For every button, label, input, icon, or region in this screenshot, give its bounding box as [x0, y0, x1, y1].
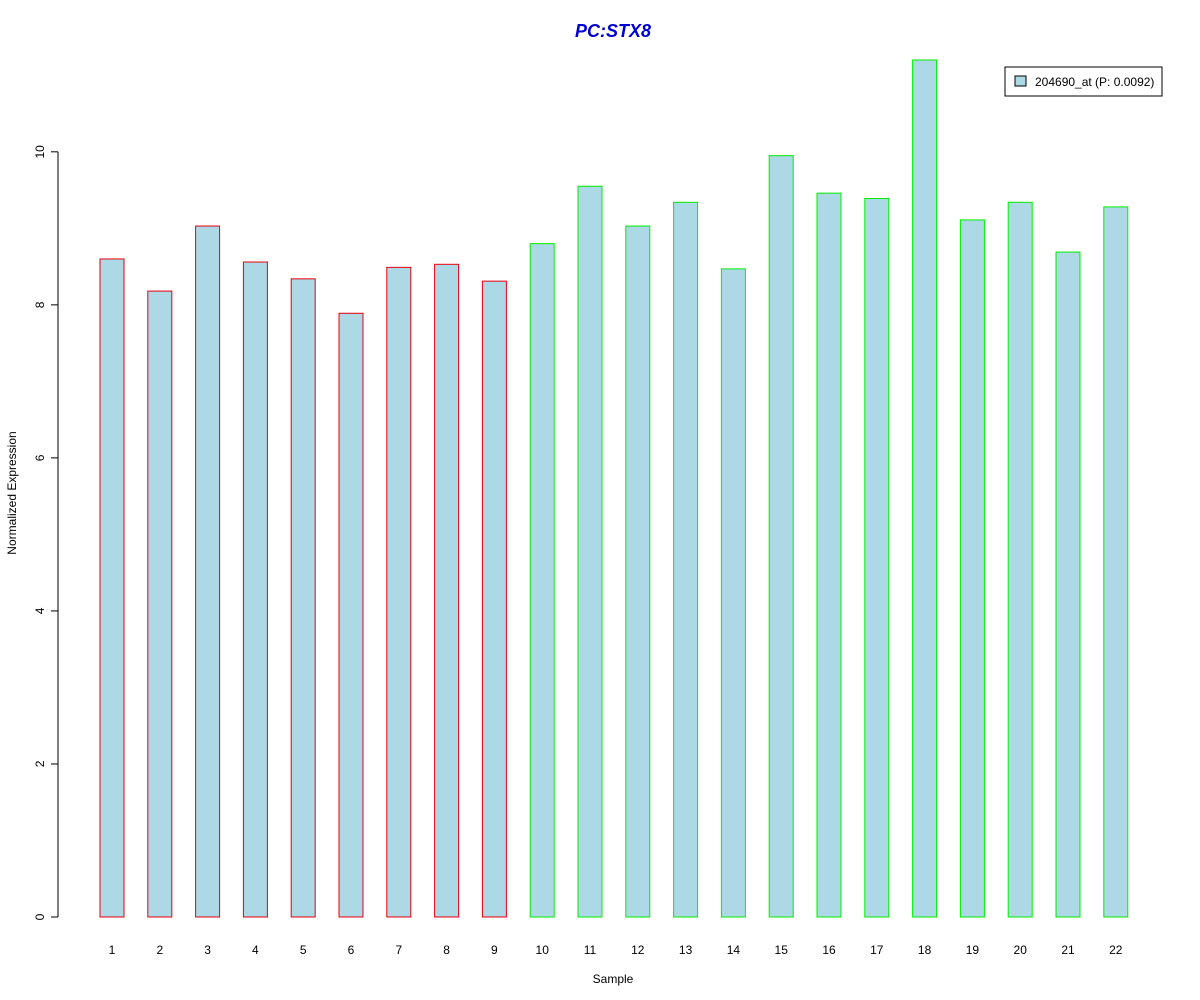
bar-sample-21 [1055, 251, 1081, 918]
bar-sample-5 [290, 278, 316, 918]
bar-sample-2 [147, 290, 173, 918]
bar-sample-12 [625, 225, 651, 918]
bar-sample-22 [1103, 206, 1129, 918]
legend: 204690_at (P: 0.0092) [1004, 66, 1163, 97]
y-tick-label: 8 [33, 301, 47, 308]
y-tick-label: 4 [33, 607, 47, 614]
x-tick-label: 20 [1014, 943, 1028, 957]
x-tick-label: 2 [156, 943, 163, 957]
x-tick-label: 13 [679, 943, 693, 957]
bar-sample-11 [577, 185, 603, 918]
x-tick-label: 9 [491, 943, 498, 957]
bars [99, 59, 1129, 918]
x-tick-labels: 1 2 3 4 5 6 7 8 9 10 11 12 13 14 15 16 17 18 19 20 21 22 [109, 943, 1123, 957]
bar-sample-9 [481, 280, 507, 918]
bar-sample-6 [338, 312, 364, 918]
y-tick-label: 10 [33, 145, 47, 159]
bar-sample-3 [195, 225, 221, 918]
x-tick-label: 14 [727, 943, 741, 957]
x-tick-label: 22 [1109, 943, 1123, 957]
x-axis-label: Sample [593, 972, 634, 986]
bar-sample-4 [242, 261, 268, 918]
legend-box [1004, 66, 1163, 97]
bar-sample-10 [529, 243, 555, 918]
bar-sample-13 [673, 201, 699, 918]
x-tick-label: 4 [252, 943, 259, 957]
x-tick-label: 21 [1061, 943, 1075, 957]
bar-sample-1 [99, 258, 125, 918]
x-tick-label: 5 [300, 943, 307, 957]
legend-swatch [1014, 75, 1027, 87]
bar-sample-20 [1007, 201, 1033, 918]
y-tick-label: 0 [33, 913, 47, 920]
chart-title: PC:STX8 [575, 21, 651, 41]
y-tick-label: 6 [33, 454, 47, 461]
x-tick-label: 19 [966, 943, 980, 957]
bar-sample-7 [386, 266, 412, 918]
bar-sample-8 [434, 263, 460, 918]
x-tick-label: 16 [822, 943, 836, 957]
bar-sample-16 [816, 192, 842, 918]
y-axis: 0 2 4 6 8 10 [33, 145, 59, 920]
bar-sample-18 [912, 59, 938, 918]
bar-sample-15 [768, 155, 794, 918]
x-tick-label: 12 [631, 943, 645, 957]
legend-entry: 204690_at (P: 0.0092) [1035, 75, 1154, 89]
x-tick-label: 11 [584, 943, 597, 957]
x-tick-label: 7 [395, 943, 402, 957]
bar-sample-19 [959, 219, 985, 918]
x-tick-label: 15 [775, 943, 789, 957]
x-tick-label: 10 [536, 943, 550, 957]
y-axis-label: Normalized Expression [5, 431, 19, 554]
bar-sample-14 [720, 268, 746, 918]
x-tick-label: 1 [109, 943, 116, 957]
x-tick-label: 8 [443, 943, 450, 957]
x-tick-label: 18 [918, 943, 932, 957]
x-tick-label: 17 [870, 943, 884, 957]
y-tick-label: 2 [33, 760, 47, 767]
x-tick-label: 6 [348, 943, 355, 957]
x-tick-label: 3 [204, 943, 211, 957]
bar-sample-17 [864, 197, 890, 918]
